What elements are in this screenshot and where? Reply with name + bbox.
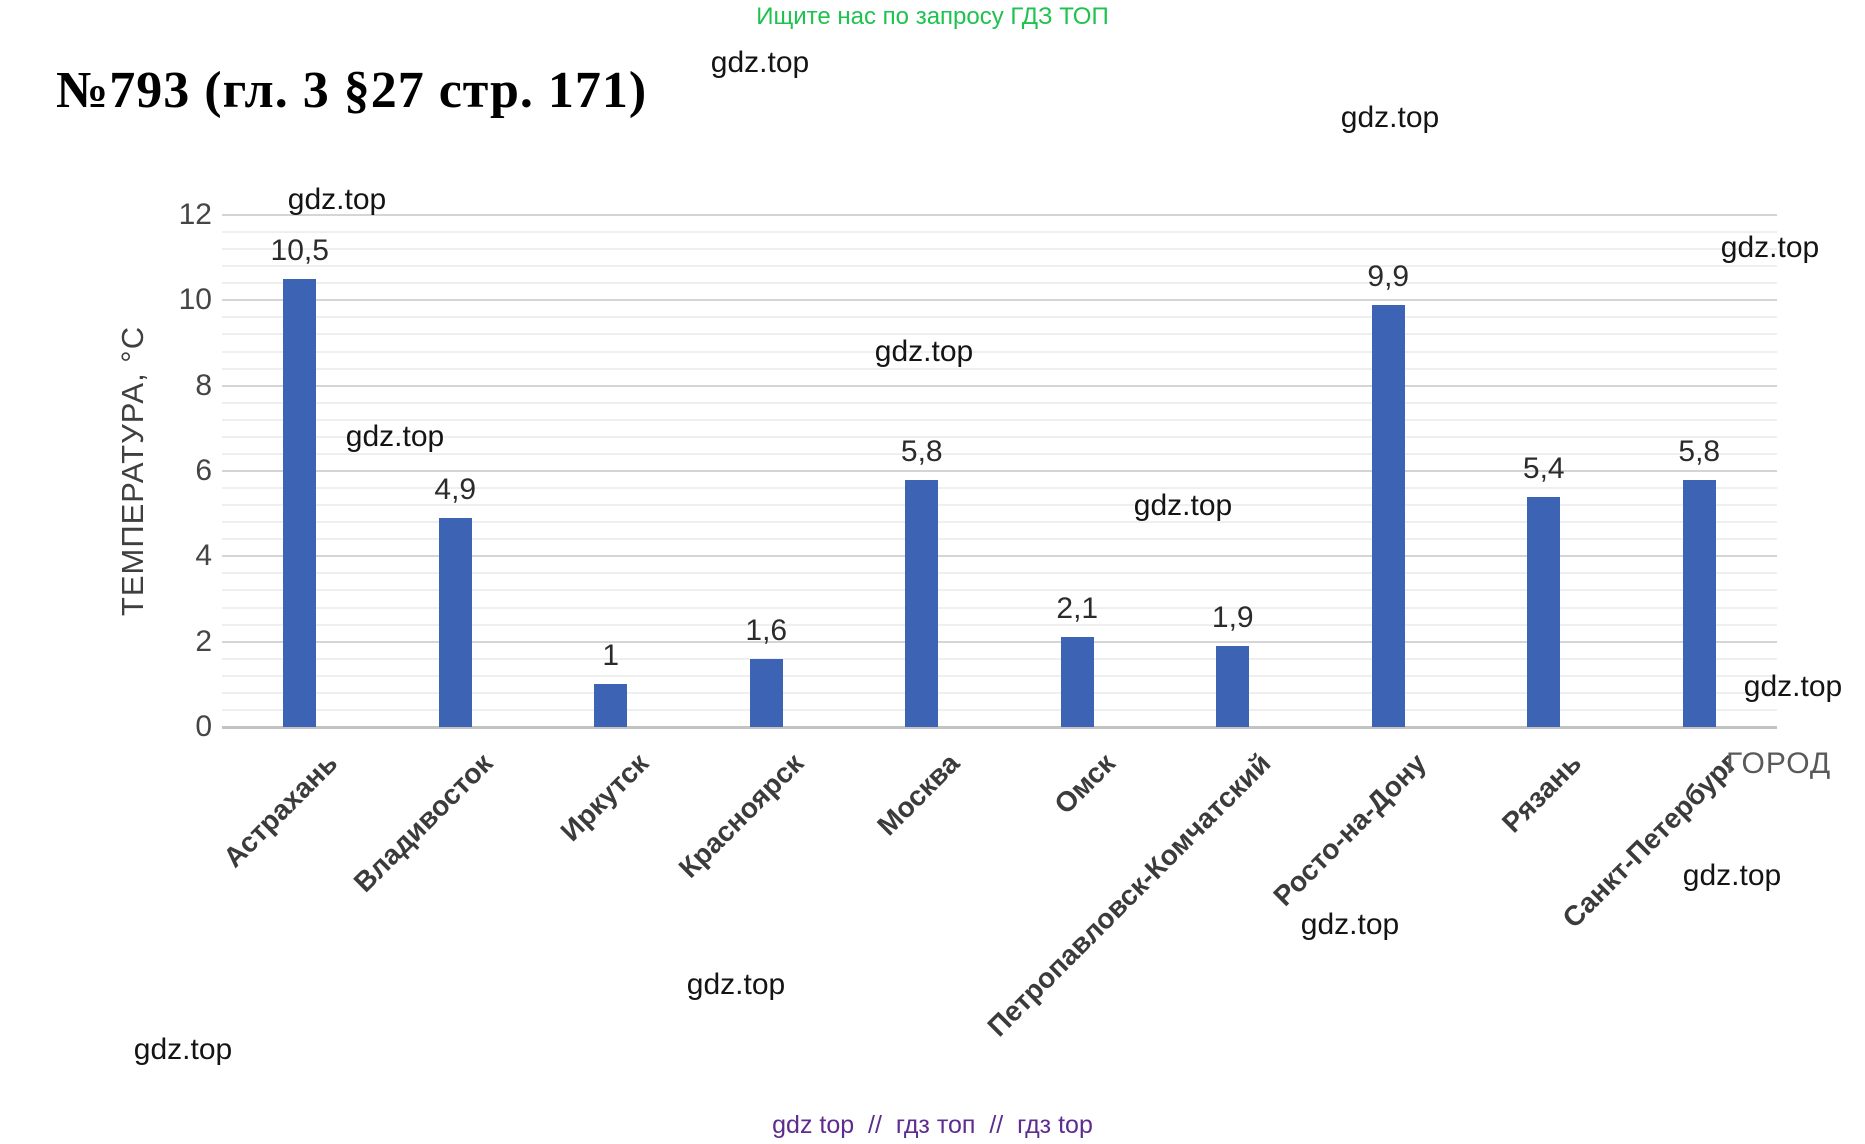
gridline-minor (222, 606, 1777, 609)
y-tick-label: 10 (178, 283, 212, 317)
x-category-label: Москва (870, 747, 965, 842)
bar-3 (749, 658, 783, 727)
gridline-minor (222, 350, 1777, 353)
gridline-minor (222, 521, 1777, 524)
bar-4 (905, 479, 939, 727)
gdz-watermark: gdz.top (133, 1033, 233, 1066)
gridline-minor (222, 623, 1777, 626)
gridline-minor (222, 367, 1777, 370)
bar-value-label: 1 (602, 639, 620, 673)
gdz-watermark: gdz.top (874, 335, 974, 368)
x-category-label: Астрахань (217, 747, 343, 874)
y-tick-label: 6 (195, 454, 212, 487)
gdz-watermark: gdz.top (1720, 231, 1820, 264)
gridline-major (222, 470, 1777, 472)
gridline-minor (222, 452, 1777, 455)
x-category-label: Рязань (1495, 747, 1587, 839)
bar-value-label: 5,8 (1678, 434, 1721, 468)
gdz-watermark: gdz.top (287, 183, 387, 216)
gridline-major (222, 214, 1777, 216)
gridline-minor (222, 657, 1777, 660)
bar-9 (1682, 479, 1716, 727)
x-category-label: Владивосток (347, 747, 499, 899)
bar-8 (1527, 496, 1561, 727)
gdz-watermark: gdz.top (1682, 859, 1782, 892)
y-tick-label: 2 (195, 624, 212, 658)
gridline-minor (222, 487, 1777, 490)
gridline-major (222, 299, 1777, 302)
gridline-minor (222, 265, 1777, 268)
page-title: №793 (гл. 3 §27 стр. 171) (56, 62, 648, 119)
y-tick-label: 0 (195, 710, 212, 743)
gridline-major (222, 384, 1777, 387)
gridline-major (222, 555, 1777, 558)
bar-value-label: 1,9 (1211, 600, 1254, 634)
gdz-watermark: gdz.top (710, 46, 810, 79)
bar-value-label: 4,9 (434, 472, 477, 506)
gridline-minor (222, 333, 1777, 336)
gridline-minor (222, 401, 1777, 404)
x-category-label: Омск (1047, 747, 1121, 820)
bar-1 (438, 517, 472, 727)
bar-value-label: 5,8 (900, 434, 943, 468)
x-axis-title: ГОРОД (1726, 747, 1832, 780)
gridline-minor (222, 316, 1777, 319)
gridline-minor (222, 435, 1777, 438)
bar-value-label: 10,5 (270, 234, 329, 267)
bar-value-label: 9,9 (1367, 259, 1410, 293)
gridline-minor (222, 418, 1777, 421)
gdz-watermark: gdz.top (1300, 908, 1400, 941)
bar-7 (1371, 304, 1405, 727)
bar-value-label: 1,6 (745, 613, 788, 647)
plot-area: 10,5 4,9 1 1,6 5,8 2,1 1,9 9,9 5,4 5,8 (222, 214, 1777, 729)
gridline-minor (222, 248, 1777, 251)
x-category-label: Красноярск (672, 747, 810, 884)
gridline-minor (222, 572, 1777, 575)
y-tick-label: 4 (195, 539, 212, 573)
gdz-watermark: gdz.top (686, 968, 786, 1001)
gridline-minor (222, 708, 1777, 711)
bar-0 (283, 279, 317, 727)
gridline-minor (222, 231, 1777, 234)
bar-value-label: 2,1 (1056, 592, 1099, 626)
gridline-minor (222, 504, 1777, 507)
gridline-minor (222, 589, 1777, 592)
x-category-label: Иркутск (554, 747, 654, 848)
gridline-minor (222, 691, 1777, 694)
y-tick-label: 12 (178, 198, 212, 231)
gdz-watermark: gdz.top (1133, 489, 1233, 522)
x-category-label: Петропавловск-Комчатский (980, 747, 1276, 1043)
gridline-major (222, 640, 1777, 643)
y-tick-label: 8 (195, 368, 212, 402)
gridline-minor (222, 538, 1777, 541)
gdz-watermark: gdz.top (345, 420, 445, 453)
gdz-watermark: gdz.top (1743, 670, 1843, 703)
gdz-watermark: gdz.top (1340, 101, 1440, 134)
x-category-label: Санкт-Петербург (1555, 747, 1743, 934)
gridline-minor (222, 674, 1777, 677)
bar-6 (1216, 645, 1250, 727)
bar-5 (1060, 637, 1094, 727)
gridline-minor (222, 282, 1777, 285)
footer-watermark: gdz top // гдз топ // гдз top (772, 1111, 1093, 1139)
bar-2 (594, 684, 628, 727)
bar-value-label: 5,4 (1522, 451, 1565, 485)
x-axis-line (222, 726, 1777, 729)
promo-banner: Ищите нас по запросу ГДЗ ТОП (756, 3, 1109, 30)
x-category-label: Росто-на-Дону (1266, 747, 1432, 912)
